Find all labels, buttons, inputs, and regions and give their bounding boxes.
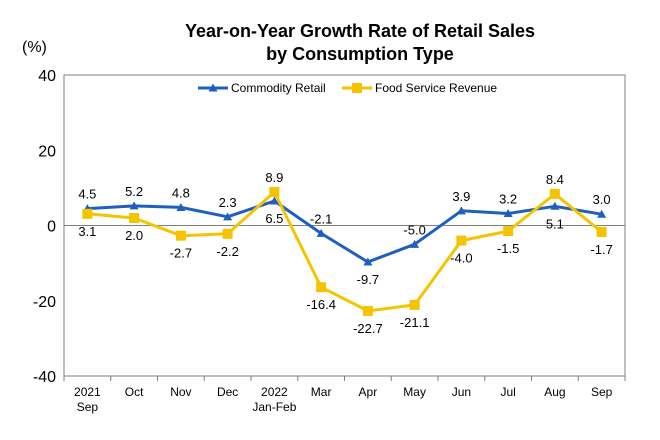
- data-label: 4.5: [78, 187, 96, 202]
- commodity-retail-point: [316, 228, 326, 237]
- commodity-retail-point: [503, 208, 513, 217]
- food-service-point: [362, 305, 373, 316]
- food-service-point: [175, 230, 186, 241]
- food-service-point: [269, 187, 280, 198]
- data-label: 8.9: [265, 170, 283, 185]
- x-tick-label: 2021: [74, 385, 101, 399]
- commodity-retail-point: [363, 257, 373, 266]
- data-label: -4.0: [450, 251, 472, 266]
- x-tick-label: Jan-Feb: [252, 400, 296, 414]
- commodity-retail-point: [223, 212, 233, 221]
- x-tick-label: Apr: [359, 385, 378, 399]
- y-tick-label: 0: [47, 219, 56, 236]
- commodity-retail-point: [269, 196, 279, 205]
- commodity-retail-point: [129, 201, 139, 210]
- series-line-1: [87, 199, 602, 264]
- legend-marker: [352, 83, 362, 93]
- data-label: -1.5: [497, 241, 519, 256]
- data-label: 8.4: [546, 172, 564, 187]
- x-tick-label: Aug: [544, 385, 565, 399]
- commodity-retail-point: [597, 209, 607, 218]
- data-label: -2.7: [170, 246, 192, 261]
- data-label: -9.7: [357, 272, 379, 287]
- x-tick-label: Oct: [125, 385, 144, 399]
- x-tick-label: Jun: [452, 385, 471, 399]
- food-service-point: [82, 208, 93, 219]
- x-tick-label: May: [403, 385, 426, 399]
- y-axis-unit-label: (%): [22, 39, 47, 56]
- x-tick-label: 2022: [261, 385, 288, 399]
- data-label: 3.1: [78, 224, 96, 239]
- data-label: -1.7: [590, 242, 612, 257]
- data-label: 3.0: [593, 192, 611, 207]
- y-tick-label: 40: [38, 68, 56, 85]
- chart-title-line-2: by Consumption Type: [266, 44, 454, 64]
- data-label: 5.1: [546, 216, 564, 231]
- food-service-point: [129, 212, 140, 223]
- food-service-point: [456, 235, 467, 246]
- data-label: -2.2: [216, 244, 238, 259]
- y-tick-label: 20: [38, 143, 56, 160]
- food-service-point: [409, 299, 420, 310]
- data-label: 4.8: [172, 185, 190, 200]
- food-service-point: [316, 282, 327, 293]
- data-label: 3.9: [452, 189, 470, 204]
- x-tick-label: Dec: [217, 385, 238, 399]
- food-service-point: [549, 188, 560, 199]
- x-tick-label: Nov: [170, 385, 191, 399]
- data-label: -22.7: [353, 321, 383, 336]
- y-tick-label: -20: [33, 294, 56, 311]
- data-label: 2.3: [219, 195, 237, 210]
- data-label: 3.2: [499, 191, 517, 206]
- data-label: 2.0: [125, 228, 143, 243]
- data-label: -2.1: [310, 211, 332, 226]
- legend-label: Food Service Revenue: [375, 81, 497, 95]
- chart-title-line-1: Year-on-Year Growth Rate of Retail Sales: [185, 21, 535, 41]
- x-tick-label: Mar: [311, 385, 332, 399]
- data-label: 5.2: [125, 184, 143, 199]
- commodity-retail-point: [550, 201, 560, 210]
- commodity-retail-point: [176, 202, 186, 211]
- legend-marker: [208, 83, 218, 92]
- commodity-retail-point: [456, 206, 466, 215]
- series-line-2: [87, 190, 603, 313]
- food-service-point: [222, 228, 233, 239]
- data-label: -16.4: [306, 297, 336, 312]
- legend-label: Commodity Retail: [231, 81, 326, 95]
- commodity-retail-point: [410, 239, 420, 248]
- x-tick-label: Sep: [591, 385, 613, 399]
- x-tick-label: Jul: [500, 385, 515, 399]
- food-service-point: [503, 226, 514, 237]
- data-label: -21.1: [400, 315, 430, 330]
- data-label: -5.0: [403, 222, 425, 237]
- x-tick-label: Sep: [77, 400, 99, 414]
- food-service-point: [596, 226, 607, 237]
- y-tick-label: -40: [33, 369, 56, 386]
- data-label: 6.5: [265, 211, 283, 226]
